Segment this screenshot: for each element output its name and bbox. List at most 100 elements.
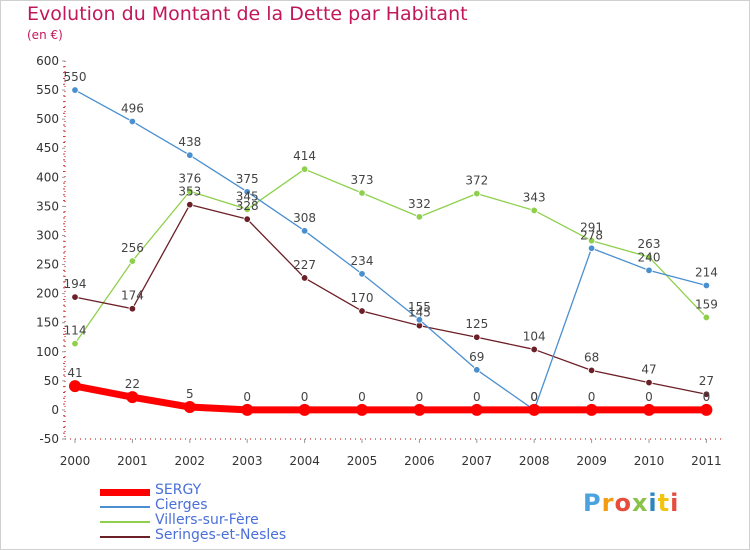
y-tick-label: 200	[36, 287, 59, 301]
data-label: 0	[358, 390, 366, 404]
data-label: 0	[645, 390, 653, 404]
data-label: 104	[523, 329, 546, 343]
legend-swatch	[100, 521, 150, 523]
data-point	[415, 316, 424, 324]
data-point	[473, 333, 481, 341]
data-label: 375	[236, 172, 259, 186]
data-label: 170	[351, 291, 374, 305]
proxiti-logo: Proxiti	[583, 489, 679, 517]
data-point	[528, 403, 541, 416]
y-tick-label: 0	[51, 403, 59, 417]
data-label: 0	[703, 390, 711, 404]
data-label: 496	[121, 101, 144, 115]
data-point	[126, 391, 139, 404]
data-label: 194	[64, 277, 87, 291]
data-label: 0	[530, 390, 538, 404]
y-tick-label: 450	[36, 141, 59, 155]
y-tick-label: 600	[36, 54, 59, 68]
data-label: 0	[530, 390, 538, 404]
data-label: 414	[293, 149, 316, 163]
x-tick-label: 2002	[175, 454, 206, 468]
x-tick-label: 2003	[232, 454, 263, 468]
data-point	[300, 227, 309, 235]
y-tick-label: 400	[36, 170, 59, 184]
logo-letter: i	[670, 489, 680, 517]
legend-item: Villers-sur-Fère	[100, 512, 350, 529]
y-tick-label: 500	[36, 112, 59, 126]
data-label: 308	[293, 211, 316, 225]
data-label: 125	[465, 317, 488, 331]
data-point	[530, 345, 538, 354]
chart-unit: (en €)	[27, 28, 63, 42]
data-point	[183, 401, 196, 414]
x-tick-label: 2008	[519, 454, 550, 468]
data-label: 0	[588, 390, 596, 404]
data-point	[470, 403, 483, 416]
data-label: 214	[695, 265, 718, 279]
data-point	[243, 205, 251, 213]
data-point	[643, 403, 655, 416]
legend-swatch	[100, 536, 150, 538]
data-point	[645, 378, 653, 387]
data-label: 0	[473, 390, 481, 404]
legend-label: SERGY	[155, 482, 202, 498]
y-tick-label: 150	[36, 316, 59, 330]
data-point	[358, 307, 366, 315]
y-tick-label: 50	[44, 374, 59, 388]
data-label: 22	[125, 377, 140, 391]
data-label: 240	[638, 250, 661, 264]
x-tick-label: 2001	[117, 454, 148, 468]
data-label: 372	[465, 174, 488, 188]
data-point	[358, 270, 366, 278]
legend-item: SERGY	[100, 482, 350, 499]
data-label: 27	[699, 374, 714, 388]
data-label: 278	[580, 228, 603, 242]
data-point	[358, 189, 366, 197]
data-point	[128, 257, 137, 265]
data-label: 69	[469, 350, 484, 364]
data-point	[300, 274, 309, 282]
data-point	[530, 206, 538, 215]
data-label: 41	[67, 366, 82, 380]
data-label: 263	[638, 237, 661, 251]
y-tick-label: 300	[36, 228, 59, 242]
data-point	[587, 244, 596, 252]
data-label: 174	[121, 289, 144, 303]
data-label: 155	[408, 300, 431, 314]
data-point	[702, 281, 711, 290]
logo-letter: i	[648, 489, 658, 517]
legend-swatch	[100, 488, 150, 496]
data-point	[186, 187, 194, 195]
y-tick-label: 250	[36, 258, 59, 272]
data-label: 353	[178, 185, 201, 199]
series-line	[74, 203, 708, 395]
data-point	[186, 151, 194, 159]
data-point	[300, 165, 309, 173]
data-label: 438	[178, 135, 201, 149]
logo-letter: t	[657, 489, 671, 517]
data-label: 373	[351, 173, 374, 187]
y-tick-label: 100	[36, 345, 59, 359]
data-label: 114	[64, 324, 87, 338]
data-point	[645, 253, 653, 261]
data-point	[69, 380, 81, 393]
data-point	[71, 339, 79, 348]
series-lines	[69, 86, 713, 416]
data-labels: 114 256 376 345 414 373 332 372 343 291 263 159 194 1…	[64, 70, 718, 404]
data-point	[71, 86, 79, 94]
data-label: 0	[416, 390, 424, 404]
data-label: 227	[293, 258, 316, 272]
data-point	[356, 403, 368, 416]
data-point	[702, 390, 711, 398]
legend-swatch	[100, 506, 150, 508]
data-point	[645, 266, 653, 275]
data-label: 47	[641, 363, 656, 377]
y-tick-label: 550	[36, 83, 59, 97]
data-label: 145	[408, 306, 431, 320]
line-chart: -500501001502002503003504004505005506002…	[36, 54, 722, 468]
x-tick-label: 2011	[691, 454, 722, 468]
legend-label: Seringes-et-Nesles	[155, 527, 287, 543]
x-tick-label: 2010	[634, 454, 665, 468]
y-tick-label: 350	[36, 199, 59, 213]
